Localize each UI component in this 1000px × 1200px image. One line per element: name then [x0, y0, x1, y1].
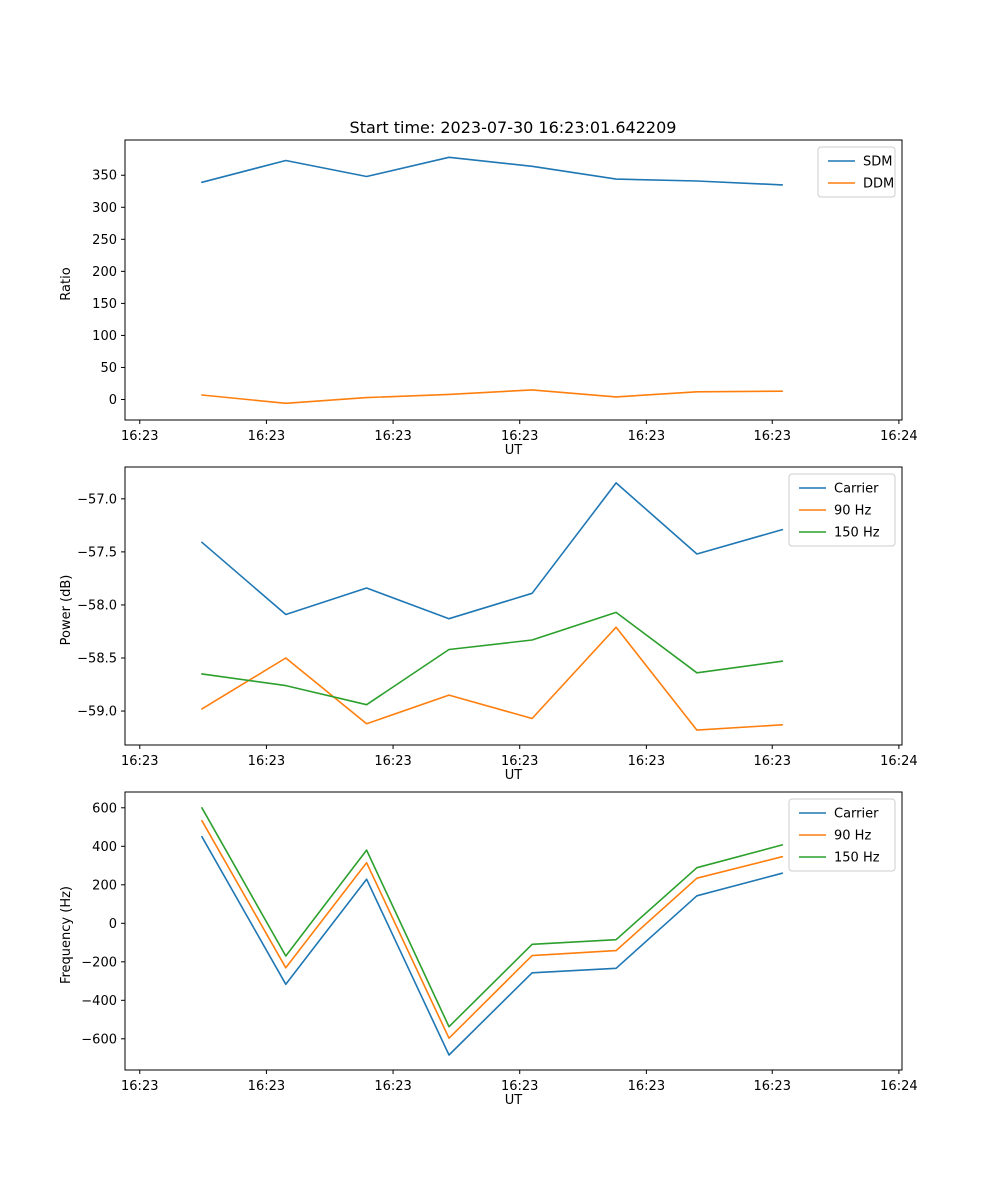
legend-box-ratio — [817, 146, 896, 198]
x-axis-label-ratio: UT — [505, 443, 523, 458]
axes-frame-frequency — [124, 791, 903, 1071]
x-tick-label: 16:23 — [754, 429, 791, 444]
x-tick-label: 16:23 — [754, 754, 791, 769]
y-axis-label-ratio: Ratio — [59, 267, 74, 300]
legend-label-carrier: Carrier — [834, 807, 879, 822]
y-tick-label: −600 — [81, 1032, 117, 1047]
line-power-carrier — [201, 482, 784, 620]
y-tick-label: 50 — [100, 361, 117, 376]
x-tick-label: 16:23 — [501, 754, 538, 769]
x-tick-label: 16:23 — [628, 754, 665, 769]
x-tick-label: 16:23 — [121, 1079, 158, 1094]
line-frequency-150-hz — [201, 806, 784, 1028]
y-axis-label-power: Power (dB) — [59, 575, 74, 646]
charts-root: 0 50 100 150 200 250 300 350 16:23 16:23 16:23 16:2… — [59, 139, 918, 1108]
line-power-150-hz — [201, 611, 784, 706]
y-tick-label: −400 — [81, 994, 117, 1009]
legend-label-carrier: Carrier — [834, 482, 879, 497]
line-ratio-ddm — [201, 389, 784, 405]
axes-frame-ratio — [124, 139, 903, 421]
y-tick-label: 200 — [92, 878, 117, 893]
x-tick-label: 16:24 — [880, 429, 917, 444]
x-tick-label: 16:23 — [248, 429, 285, 444]
y-tick-label: 400 — [92, 840, 117, 855]
figure-title: Start time: 2023-07-30 16:23:01.642209 — [350, 118, 677, 137]
axes-frame-power — [124, 466, 903, 746]
x-tick-label: 16:23 — [374, 754, 411, 769]
legend-label-ddm: DDM — [863, 177, 894, 192]
x-tick-label: 16:24 — [880, 1079, 917, 1094]
y-tick-label: 0 — [109, 917, 117, 932]
chart-ratio: 0 50 100 150 200 250 300 350 16:23 16:23 16:23 16:2… — [59, 139, 918, 458]
x-tick-label: 16:23 — [121, 429, 158, 444]
chart-power: −59.0 −58.5 −58.0 −57.5 −57.0 16:23 16:23 16:23… — [59, 466, 918, 783]
legend-box-frequency — [788, 798, 896, 872]
y-tick-label: 350 — [92, 169, 117, 184]
x-tick-label: 16:23 — [501, 429, 538, 444]
y-tick-label: 250 — [92, 233, 117, 248]
y-tick-label: −57.5 — [77, 545, 117, 560]
line-frequency-carrier — [201, 835, 784, 1056]
y-tick-label: 600 — [92, 801, 117, 816]
line-ratio-sdm — [201, 156, 784, 186]
y-tick-label: −57.0 — [77, 492, 117, 507]
y-tick-label: 300 — [92, 201, 117, 216]
x-tick-label: 16:23 — [248, 1079, 285, 1094]
x-axis-label-frequency: UT — [505, 1093, 523, 1108]
y-axis-label-frequency: Frequency (Hz) — [59, 886, 74, 984]
x-tick-label: 16:23 — [374, 1079, 411, 1094]
y-tick-label: 0 — [109, 393, 117, 408]
x-tick-label: 16:23 — [121, 754, 158, 769]
legend-label-150-hz: 150 Hz — [834, 526, 880, 541]
y-tick-label: −59.0 — [77, 705, 117, 720]
legend-label-150-hz: 150 Hz — [834, 851, 880, 866]
x-tick-label: 16:23 — [501, 1079, 538, 1094]
legend-label-90-hz: 90 Hz — [834, 829, 871, 844]
legend-box-power — [788, 473, 896, 547]
line-power-90-hz — [201, 626, 784, 731]
x-tick-label: 16:23 — [628, 429, 665, 444]
x-tick-label: 16:23 — [374, 429, 411, 444]
x-tick-label: 16:23 — [754, 1079, 791, 1094]
y-tick-label: −58.5 — [77, 651, 117, 666]
y-tick-label: −58.0 — [77, 598, 117, 613]
x-tick-label: 16:23 — [628, 1079, 665, 1094]
line-frequency-90-hz — [201, 819, 784, 1039]
y-tick-label: 150 — [92, 297, 117, 312]
y-tick-label: 100 — [92, 329, 117, 344]
x-tick-label: 16:23 — [248, 754, 285, 769]
x-tick-label: 16:24 — [880, 754, 917, 769]
y-tick-label: −200 — [81, 955, 117, 970]
legend-label-sdm: SDM — [863, 155, 892, 170]
chart-frequency: −600 −400 −200 0 200 400 600 16:23 16:23 16:23 16:… — [59, 791, 918, 1108]
y-tick-label: 200 — [92, 265, 117, 280]
legend-label-90-hz: 90 Hz — [834, 504, 871, 519]
x-axis-label-power: UT — [505, 768, 523, 783]
